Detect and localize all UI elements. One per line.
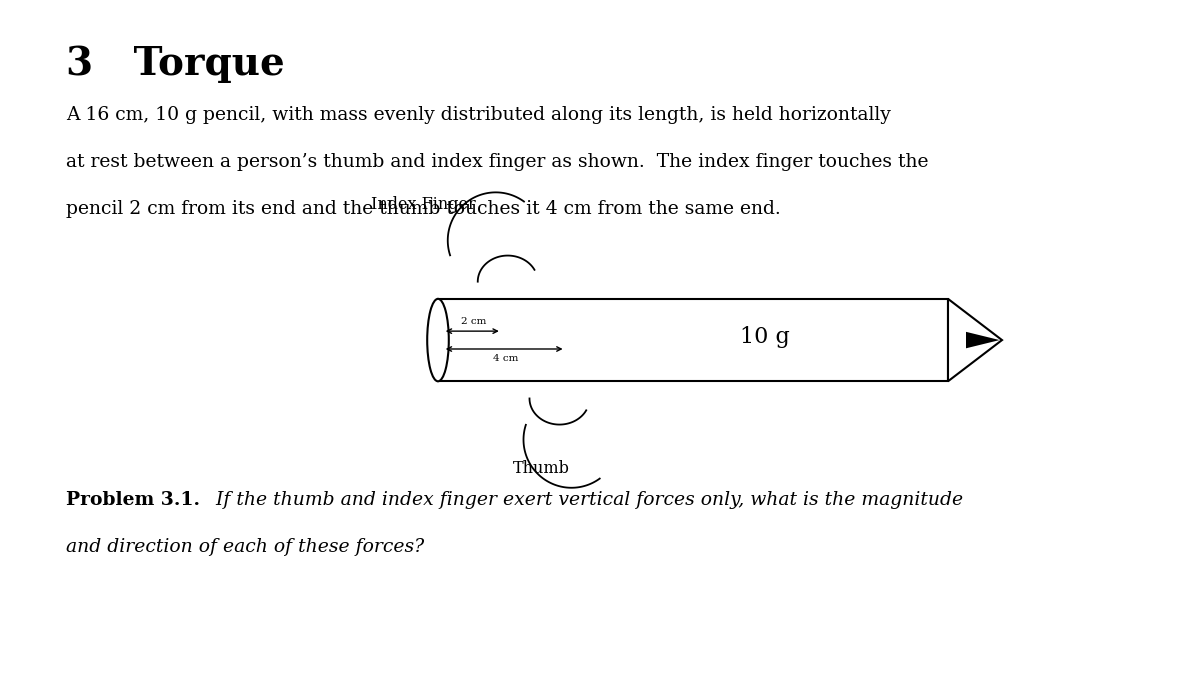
Ellipse shape [427,299,449,381]
Polygon shape [948,299,1002,381]
Text: 3   Torque: 3 Torque [66,45,284,82]
FancyBboxPatch shape [438,299,948,381]
Text: 2 cm: 2 cm [461,317,486,326]
Text: Index Finger: Index Finger [371,196,476,213]
Text: and direction of each of these forces?: and direction of each of these forces? [66,538,424,556]
Text: Thumb: Thumb [514,460,570,477]
Text: If the thumb and index finger exert vertical forces only, what is the magnitude: If the thumb and index finger exert vert… [210,491,964,509]
Text: at rest between a person’s thumb and index finger as shown.  The index finger to: at rest between a person’s thumb and ind… [66,153,929,171]
Text: pencil 2 cm from its end and the thumb touches it 4 cm from the same end.: pencil 2 cm from its end and the thumb t… [66,200,781,218]
Text: 4 cm: 4 cm [493,354,518,363]
Text: A 16 cm, 10 g pencil, with mass evenly distributed along its length, is held hor: A 16 cm, 10 g pencil, with mass evenly d… [66,106,890,124]
Text: 10 g: 10 g [740,326,790,348]
Text: Problem 3.1.: Problem 3.1. [66,491,200,509]
Polygon shape [966,332,1000,348]
